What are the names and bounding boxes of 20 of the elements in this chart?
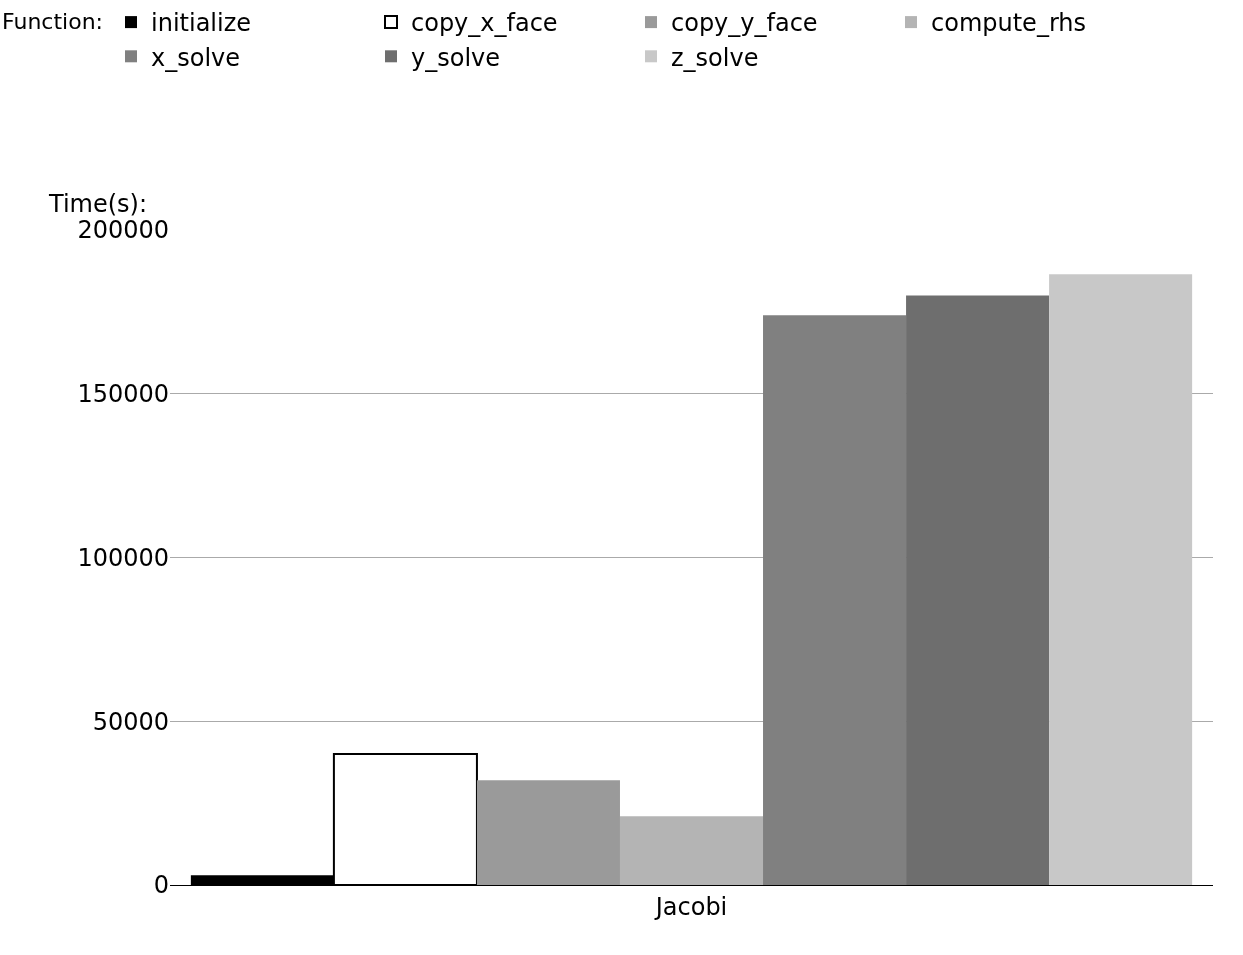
legend-title: Function: (2, 8, 103, 34)
x-tick-label: Jacobi (653, 892, 728, 921)
y-axis-title: Time(s): (48, 190, 148, 218)
legend-label: copy_y_face (671, 9, 818, 38)
bar (476, 780, 620, 885)
y-tick-label: 50000 (92, 707, 169, 736)
bar (906, 295, 1050, 885)
bar (1049, 274, 1193, 885)
y-tick-label: 0 (153, 871, 169, 900)
legend-label: initialize (151, 9, 252, 38)
legend-label: x_solve (151, 43, 241, 72)
legend-label: copy_x_face (411, 9, 558, 38)
legend-label: y_solve (411, 43, 501, 72)
legend-label: compute_rhs (931, 9, 1087, 38)
bar (763, 315, 907, 885)
y-tick-label: 150000 (77, 380, 169, 409)
bar (619, 816, 764, 885)
y-tick-label: 200000 (77, 216, 169, 245)
legend-label: z_solve (671, 43, 759, 72)
y-tick-label: 100000 (77, 543, 169, 572)
